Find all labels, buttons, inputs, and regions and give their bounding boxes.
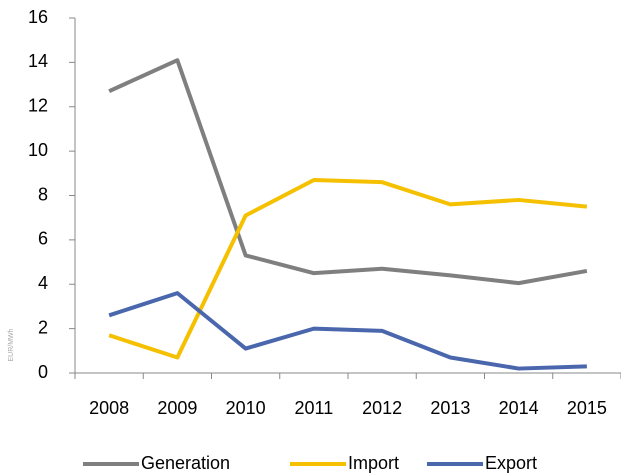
legend-label: Generation	[141, 453, 230, 473]
legend-label: Import	[348, 453, 399, 473]
x-tick-label: 2008	[89, 398, 129, 418]
x-tick-label: 2009	[157, 398, 197, 418]
y-tick-label: 16	[28, 7, 48, 27]
y-tick-label: 8	[38, 184, 48, 204]
y-tick-label: 2	[38, 317, 48, 337]
x-tick-label: 2012	[362, 398, 402, 418]
x-tick-label: 2014	[499, 398, 539, 418]
x-tick-label: 2011	[295, 398, 334, 418]
series-line	[108, 177, 588, 360]
y-tick-label: 12	[28, 96, 48, 116]
x-tick-label: 2010	[226, 398, 266, 418]
series-line	[108, 58, 588, 286]
legend-label: Export	[485, 453, 537, 473]
y-axis-label: EUR/MWh	[8, 328, 15, 361]
y-tick-label: 0	[38, 362, 48, 382]
y-tick-label: 14	[28, 51, 48, 71]
y-tick-label: 10	[28, 140, 48, 160]
x-tick-label: 2013	[430, 398, 470, 418]
y-tick-label: 4	[38, 273, 48, 293]
series-line	[108, 291, 587, 371]
y-tick-label: 6	[38, 229, 48, 249]
x-tick-label: 2015	[567, 398, 607, 418]
